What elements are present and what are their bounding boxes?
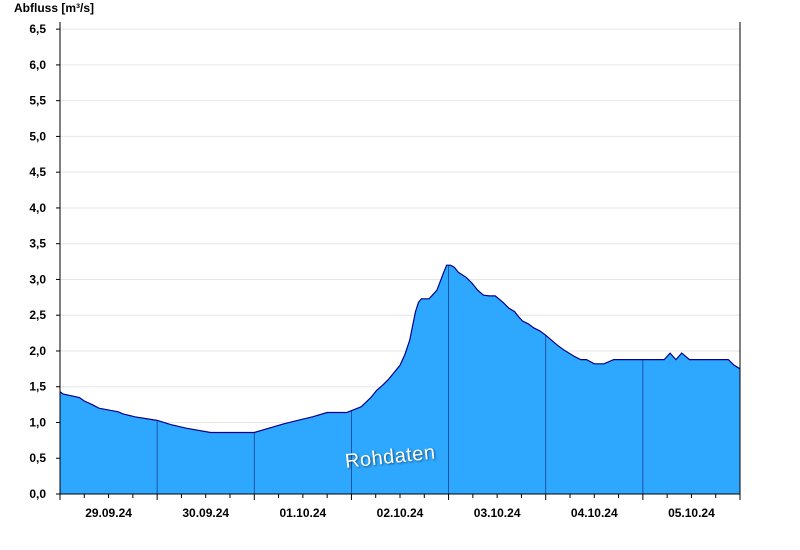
y-axis-title: Abfluss [m³/s] [14, 1, 95, 15]
day-separator-lines [156, 265, 644, 494]
y-tick-label: 4,5 [29, 165, 46, 179]
y-tick-label: 5,5 [29, 94, 46, 108]
y-tick-label: 6,0 [29, 58, 46, 72]
discharge-area [60, 265, 740, 494]
axes [56, 22, 741, 500]
y-tick-labels: 0,0 0,5 1,0 1,5 2,0 2,5 3,0 3,5 4,0 4,5 5,0 5,5 6,0 6… [29, 22, 46, 501]
y-tick-label: 6,5 [29, 22, 46, 36]
y-tick-label: 0,0 [29, 487, 46, 501]
y-tick-label: 4,0 [29, 201, 46, 215]
y-tick-label: 1,5 [29, 380, 46, 394]
y-tick-label: 3,5 [29, 237, 46, 251]
x-tick-label: 02.10.24 [377, 506, 424, 520]
y-tick-label: 1,0 [29, 415, 46, 429]
x-tick-label: 30.09.24 [182, 506, 229, 520]
x-tick-label: 01.10.24 [279, 506, 326, 520]
y-tick-label: 0,5 [29, 451, 46, 465]
y-tick-label: 2,5 [29, 308, 46, 322]
y-tick-label: 2,0 [29, 344, 46, 358]
x-tick-label: 03.10.24 [474, 506, 521, 520]
x-tick-label: 04.10.24 [571, 506, 618, 520]
x-tick-label: 05.10.24 [668, 506, 715, 520]
x-tick-labels: 29.09.24 30.09.24 01.10.24 02.10.24 03.10.24… [85, 506, 715, 520]
x-tick-label: 29.09.24 [85, 506, 132, 520]
y-tick-label: 3,0 [29, 272, 46, 286]
y-tick-label: 5,0 [29, 129, 46, 143]
discharge-line [59, 264, 741, 434]
